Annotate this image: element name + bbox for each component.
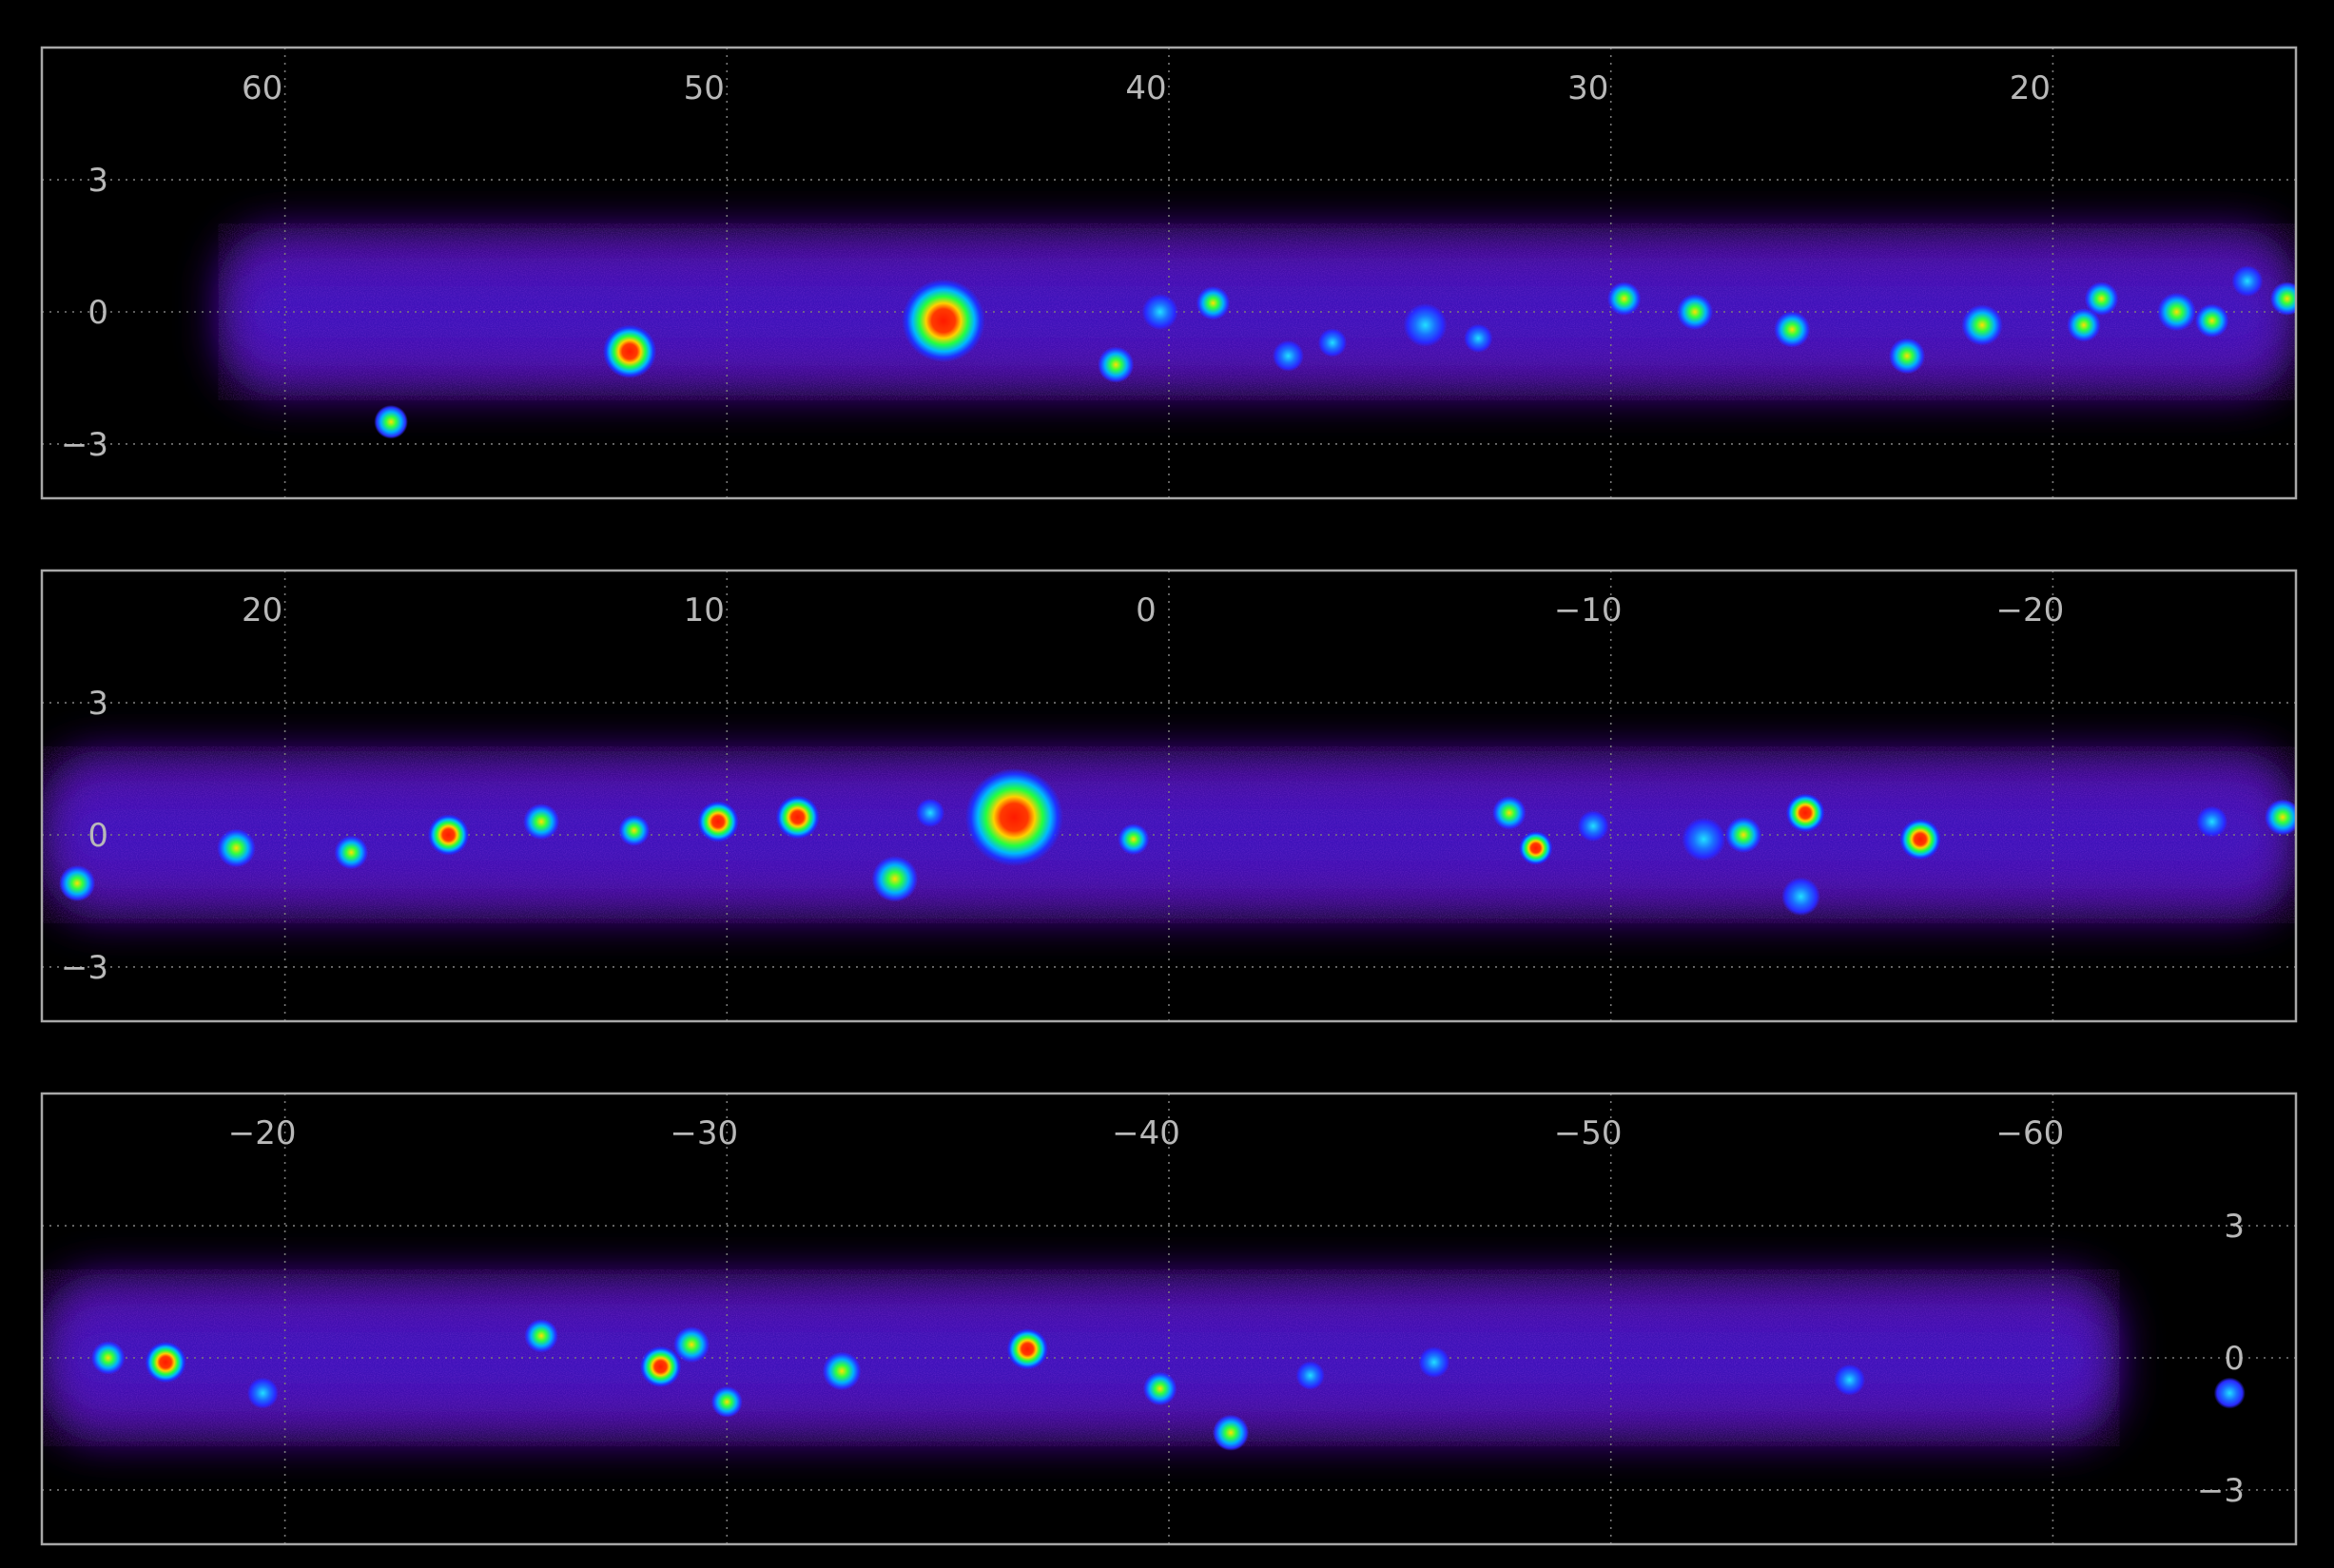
y-tick-label: 0: [2224, 1340, 2245, 1378]
point-source: [1272, 339, 1304, 372]
point-source: [524, 1319, 558, 1353]
x-tick-label: 50: [684, 69, 725, 107]
x-tick-label: −20: [228, 1114, 297, 1152]
point-source: [1464, 323, 1493, 353]
point-source: [1317, 328, 1348, 358]
point-source: [1781, 877, 1820, 917]
point-source: [915, 798, 945, 828]
y-tick-label: 3: [2224, 1208, 2245, 1246]
x-tick-label: 30: [1567, 69, 1608, 107]
point-source: [1899, 818, 1941, 861]
point-source: [1518, 831, 1553, 865]
point-source: [1141, 293, 1178, 331]
y-tick-label: 3: [88, 162, 108, 200]
x-tick-label: 20: [242, 591, 282, 629]
point-source: [1098, 346, 1135, 383]
x-tick-label: −30: [670, 1114, 738, 1152]
point-source: [697, 801, 739, 842]
point-source: [90, 1341, 126, 1375]
point-source: [2067, 308, 2101, 342]
x-tick-label: −50: [1554, 1114, 1623, 1152]
y-tick-label: −3: [61, 949, 108, 987]
x-tick-label: −60: [1996, 1114, 2065, 1152]
point-source: [1295, 1361, 1325, 1390]
point-source: [1577, 810, 1609, 842]
survey-panel-3: −20 −30 −40 −50 −60 3 0 −3: [40, 1092, 2298, 1546]
point-source: [1725, 816, 1762, 854]
panel-frame: [40, 46, 2298, 500]
point-source: [1682, 817, 1726, 861]
point-source: [1785, 793, 1825, 833]
point-source: [1774, 311, 1811, 348]
point-source: [1196, 285, 1231, 320]
x-tick-label: 40: [1125, 69, 1166, 107]
point-source: [1888, 338, 1926, 375]
point-source: [1492, 796, 1527, 830]
point-source: [1606, 281, 1642, 316]
point-source: [59, 864, 96, 902]
point-source: [775, 795, 820, 840]
noise-texture: [218, 223, 2296, 400]
point-source: [871, 856, 919, 902]
point-source: [2264, 799, 2296, 836]
point-source: [964, 767, 1063, 867]
point-source: [602, 324, 657, 378]
point-source: [2084, 281, 2119, 316]
point-source: [2231, 265, 2264, 298]
point-source: [673, 1326, 710, 1364]
point-source: [217, 828, 256, 868]
point-source: [1118, 823, 1150, 856]
point-source: [1212, 1414, 1250, 1451]
x-tick-label: −40: [1112, 1114, 1180, 1152]
y-tick-label: 0: [88, 294, 108, 332]
x-tick-label: 0: [1136, 591, 1157, 629]
point-source: [1834, 1364, 1866, 1396]
y-tick-label: −3: [2197, 1472, 2245, 1510]
point-source: [1676, 293, 1714, 331]
y-tick-label: 0: [88, 817, 108, 855]
y-tick-label: −3: [61, 426, 108, 464]
point-source: [1006, 1328, 1048, 1370]
point-source: [1418, 1346, 1450, 1379]
point-source: [246, 1377, 279, 1409]
point-source: [523, 803, 560, 841]
x-tick-label: 60: [242, 69, 282, 107]
y-tick-label: 3: [88, 685, 108, 723]
x-tick-label: 20: [2010, 69, 2051, 107]
x-tick-label: 10: [684, 591, 725, 629]
survey-panel-2: 20 10 0 −10 −20 3 0 −3: [40, 569, 2298, 1023]
point-source: [2194, 303, 2229, 339]
point-source: [2157, 292, 2196, 332]
noise-texture: [42, 1269, 2120, 1446]
point-source: [639, 1345, 682, 1387]
point-source: [334, 835, 369, 870]
point-source: [1961, 304, 2003, 346]
point-source: [374, 404, 408, 439]
point-source: [427, 814, 470, 856]
panel-frame: [40, 569, 2298, 1023]
point-source: [1403, 302, 1448, 347]
point-source: [2196, 805, 2228, 838]
point-source: [710, 1385, 743, 1418]
point-source: [2269, 281, 2296, 316]
x-tick-label: −10: [1554, 591, 1623, 629]
point-source: [618, 814, 651, 846]
point-source: [902, 279, 985, 363]
point-source: [822, 1351, 862, 1391]
point-source: [2213, 1377, 2246, 1409]
point-source: [145, 1341, 186, 1384]
point-source: [1142, 1371, 1177, 1406]
x-tick-label: −20: [1996, 591, 2065, 629]
panel-frame: [40, 1092, 2298, 1546]
